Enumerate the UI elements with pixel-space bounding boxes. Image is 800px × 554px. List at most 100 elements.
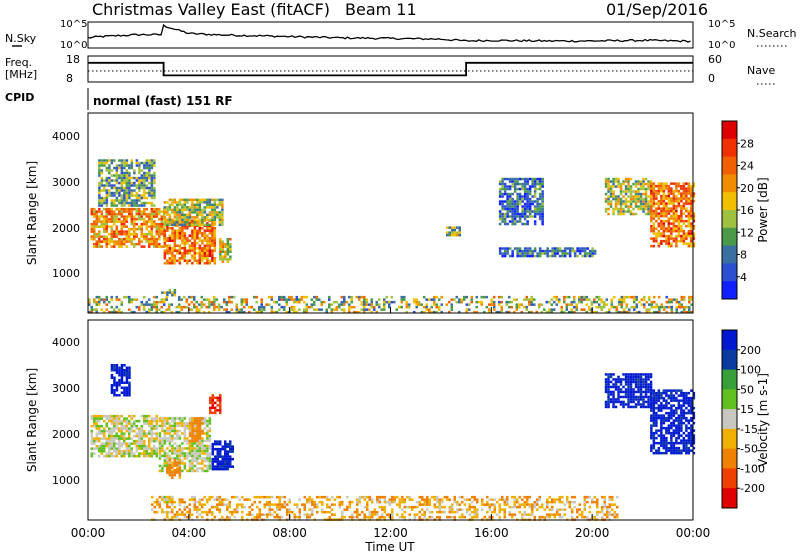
power-data-cell xyxy=(619,205,623,208)
power-data-cell xyxy=(657,244,661,248)
power-data-cell xyxy=(617,210,620,213)
velocity-data-cell xyxy=(690,434,693,437)
power-data-cell xyxy=(140,210,143,213)
velocity-data-cell xyxy=(617,395,620,399)
power-data-cell xyxy=(692,194,696,198)
velocity-data-cell xyxy=(680,409,683,412)
velocity-data-ground-cell xyxy=(418,510,421,514)
velocity-data-cell xyxy=(627,388,630,391)
velocity-data-cell xyxy=(113,364,116,367)
power-data-cell xyxy=(692,217,696,220)
power-data-cell xyxy=(573,252,577,255)
velocity-data-cell xyxy=(176,461,179,464)
velocity-data-cell xyxy=(148,442,151,445)
power-data-cell xyxy=(135,161,139,165)
velocity-data-ground-cell xyxy=(393,500,396,504)
power-data-cell xyxy=(148,186,151,190)
power-data-cell xyxy=(133,220,136,223)
power-data-ground-cell xyxy=(268,303,271,306)
power-data-cell xyxy=(642,187,645,191)
power-data-cell xyxy=(196,216,199,219)
velocity-data-cell xyxy=(198,437,202,440)
power-data-cell xyxy=(125,196,129,200)
power-data-ground-cell xyxy=(565,303,568,306)
velocity-data-ground-cell xyxy=(323,510,326,514)
velocity-data-cell xyxy=(110,419,113,423)
power-data-cell xyxy=(128,179,131,182)
power-data-cell xyxy=(511,215,514,218)
power-data-cell xyxy=(652,209,656,213)
velocity-data-cell xyxy=(670,404,673,407)
velocity-data-cell xyxy=(150,437,153,440)
date-label: 01/Sep/2016 xyxy=(606,0,708,19)
velocity-data-cell xyxy=(208,459,212,463)
power-data-ground-cell xyxy=(485,295,488,299)
power-data-ground-cell xyxy=(163,298,166,301)
power-data-cell xyxy=(624,187,628,191)
velocity-data-ground-cell xyxy=(208,510,211,514)
velocity-data-cell xyxy=(203,439,207,443)
velocity-data-cell xyxy=(125,444,128,448)
power-cbar-swatch xyxy=(722,156,737,175)
power-data-ground-cell xyxy=(275,300,278,304)
power-data-cell xyxy=(193,247,197,250)
power-data-cell xyxy=(158,232,161,236)
power-data-cell xyxy=(183,221,187,224)
power-data-ground-cell xyxy=(480,295,483,299)
power-data-ground-cell xyxy=(513,310,516,314)
power-data-cell xyxy=(105,204,109,207)
velocity-data-ground-cell xyxy=(306,515,309,519)
freq-left-tick-top: 18 xyxy=(66,53,80,66)
velocity-data-cell xyxy=(125,447,128,450)
power-data-ground-cell xyxy=(258,305,261,309)
power-data-cell xyxy=(650,189,653,193)
power-data-ground-cell xyxy=(370,305,373,309)
velocity-data-cell xyxy=(224,445,227,448)
velocity-data-cell xyxy=(642,398,645,401)
power-data-cell xyxy=(675,217,678,220)
velocity-data-cell xyxy=(188,444,192,448)
power-data-ground-cell xyxy=(455,295,458,299)
power-data-cell xyxy=(160,230,163,233)
power-data-ground-cell xyxy=(120,303,123,306)
power-data-cell xyxy=(660,189,663,193)
power-data-cell xyxy=(516,220,519,223)
velocity-data-cell xyxy=(629,398,633,401)
velocity-data-cell xyxy=(125,452,128,455)
power-data-cell xyxy=(198,201,202,204)
velocity-data-cell xyxy=(639,375,643,379)
power-data-cell xyxy=(650,237,653,240)
power-data-cell xyxy=(150,164,154,167)
power-data-cell xyxy=(665,229,668,233)
velocity-data-ground-cell xyxy=(191,513,194,516)
velocity-data-cell xyxy=(647,383,650,386)
power-data-ground-cell xyxy=(140,303,143,306)
power-data-cell xyxy=(568,247,572,250)
power-data-cell xyxy=(632,182,635,186)
power-data-ground-cell xyxy=(298,308,301,311)
power-data-cell xyxy=(573,249,577,253)
velocity-data-cell xyxy=(206,457,209,460)
velocity-data-ground-cell xyxy=(341,500,344,504)
power-data-cell xyxy=(541,197,544,201)
power-data-cell xyxy=(163,244,167,247)
velocity-data-ground-cell xyxy=(403,500,406,504)
power-data-cell xyxy=(176,232,179,235)
power-data-ground-cell xyxy=(318,298,321,301)
power-data-cell xyxy=(501,182,504,186)
velocity-data-cell xyxy=(105,452,108,455)
power-data-cell xyxy=(213,239,217,242)
power-data-cell xyxy=(533,254,537,258)
power-data-cell xyxy=(561,254,564,258)
velocity-data-cell xyxy=(155,422,158,425)
power-data-ground-cell xyxy=(645,308,648,311)
power-data-cell xyxy=(143,196,146,200)
power-data-cell xyxy=(607,187,610,191)
velocity-data-cell xyxy=(650,436,653,440)
velocity-data-cell xyxy=(682,449,686,452)
power-data-ground-cell xyxy=(595,310,598,314)
velocity-data-cell xyxy=(188,422,192,425)
velocity-data-cell xyxy=(100,429,103,433)
power-data-cell xyxy=(135,196,139,200)
velocity-data-cell xyxy=(632,378,635,381)
